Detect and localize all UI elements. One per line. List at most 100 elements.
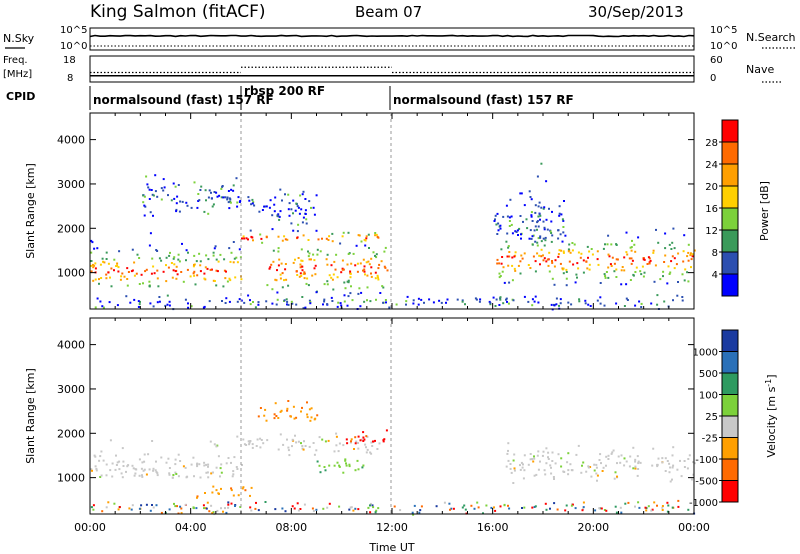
power-point: [607, 253, 610, 256]
power-point: [216, 270, 219, 273]
velocity-point: [303, 503, 306, 506]
power-point: [686, 255, 689, 258]
velocity-point: [212, 511, 215, 514]
velocity-point: [143, 468, 146, 471]
power-point: [689, 252, 692, 255]
power-point: [359, 305, 362, 308]
power-point: [233, 257, 236, 260]
power-point: [131, 248, 134, 251]
velocity-point: [623, 464, 626, 467]
power-point: [228, 247, 231, 250]
velocity-point: [357, 435, 360, 438]
power-point: [135, 272, 138, 275]
power-point: [167, 266, 170, 269]
velocity-point: [668, 462, 671, 465]
power-point: [341, 268, 344, 271]
velocity-xlabel: Time UT: [368, 541, 414, 554]
power-point: [197, 200, 200, 202]
velocity-point: [333, 464, 336, 467]
power-point: [93, 247, 96, 250]
power-point: [519, 215, 522, 217]
velocity-point: [323, 466, 326, 468]
power-point: [377, 236, 380, 239]
velocity-point: [299, 508, 302, 510]
power-point: [292, 212, 294, 215]
velocity-point: [692, 461, 695, 464]
velocity-ylabel: Slant Range [km]: [24, 368, 37, 464]
power-point: [310, 206, 312, 209]
power-point: [182, 280, 185, 283]
power-point: [303, 277, 306, 280]
power-point: [360, 240, 363, 243]
power-point: [313, 259, 316, 262]
power-point: [607, 234, 610, 237]
velocity-point: [362, 436, 365, 439]
velocity-point: [513, 453, 516, 456]
velocity-point: [239, 506, 242, 508]
power-point: [189, 275, 192, 278]
power-point: [646, 263, 649, 265]
velocity-point: [671, 478, 673, 481]
velocity-point: [549, 464, 552, 467]
power-point: [190, 206, 193, 209]
power-point: [538, 201, 541, 204]
power-point: [308, 200, 311, 203]
power-point: [298, 212, 301, 215]
power-point: [212, 254, 215, 257]
velocity-point: [296, 502, 299, 505]
power-point: [307, 239, 310, 241]
velocity-point: [527, 463, 530, 466]
velocity-point: [244, 489, 247, 492]
velocity-point: [419, 509, 422, 512]
velocity-point: [326, 506, 329, 509]
power-point: [222, 285, 225, 288]
velocity-point: [338, 465, 341, 468]
power-point: [319, 250, 322, 253]
power-point: [634, 304, 637, 307]
power-point: [278, 258, 281, 261]
velocity-point: [109, 469, 112, 472]
power-point: [325, 237, 328, 240]
power-point: [94, 306, 97, 309]
power-point: [99, 300, 102, 303]
velocity-point: [638, 506, 641, 509]
velocity-point: [508, 507, 511, 510]
velocity-point: [160, 511, 163, 514]
power-point: [234, 276, 237, 279]
velocity-point: [125, 470, 127, 473]
power-point: [120, 275, 123, 278]
velocity-point: [371, 445, 374, 447]
velocity-point: [220, 463, 223, 466]
power-point: [287, 303, 290, 306]
velocity-xtick-label-1: 04:00: [175, 521, 207, 534]
power-point: [420, 298, 423, 301]
velocity-point: [677, 505, 680, 508]
power-point: [177, 258, 180, 261]
power-point: [248, 199, 251, 202]
power-point: [294, 209, 297, 212]
power-point: [302, 273, 305, 275]
power-point: [520, 237, 522, 240]
velocity-cbar-swatch-0: [722, 330, 738, 352]
power-point: [347, 281, 350, 284]
power-point: [174, 185, 177, 188]
power-point: [507, 302, 510, 305]
velocity-point: [335, 432, 338, 435]
power-point: [639, 270, 642, 273]
power-point: [589, 305, 592, 307]
velocity-point: [690, 478, 693, 481]
power-point: [172, 269, 175, 272]
power-point: [545, 260, 548, 263]
power-point: [625, 297, 628, 300]
power-point: [143, 195, 146, 198]
power-point: [148, 244, 151, 247]
power-point: [570, 303, 573, 306]
power-point: [438, 299, 441, 302]
power-point: [193, 181, 196, 184]
power-point: [498, 272, 501, 275]
velocity-point: [279, 433, 282, 436]
power-point: [525, 218, 528, 221]
power-point: [301, 269, 304, 272]
power-point: [496, 212, 499, 215]
power-point: [272, 260, 275, 263]
